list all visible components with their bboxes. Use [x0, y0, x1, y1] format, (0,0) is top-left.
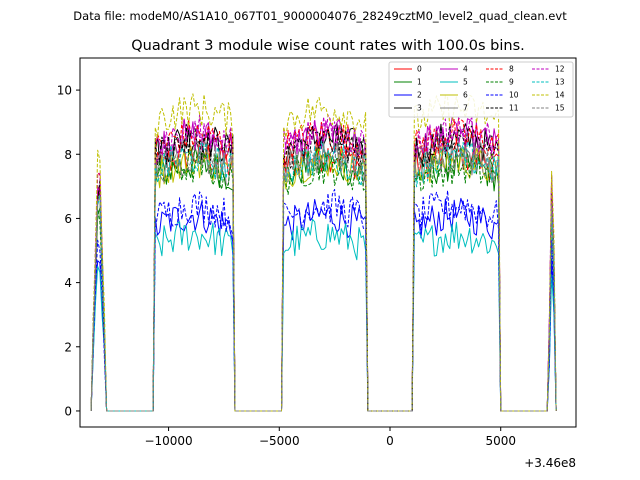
legend-label-11: 11 [509, 104, 519, 113]
legend-label-15: 15 [555, 104, 565, 113]
plot-lines [90, 93, 557, 412]
series-line-15 [90, 139, 557, 412]
x-tick-label: −10000 [144, 434, 192, 448]
y-tick-label: 10 [57, 84, 72, 98]
legend-label-3: 3 [417, 104, 422, 113]
series-line-14 [90, 93, 557, 412]
legend-label-1: 1 [417, 78, 422, 87]
y-tick-label: 0 [64, 404, 72, 418]
legend-label-7: 7 [463, 104, 468, 113]
legend-label-2: 2 [417, 91, 422, 100]
legend-label-4: 4 [463, 65, 468, 74]
series-line-13 [90, 140, 557, 412]
legend-label-13: 13 [555, 78, 565, 87]
legend-label-9: 9 [509, 78, 514, 87]
y-tick-label: 4 [64, 276, 72, 290]
legend-label-8: 8 [509, 65, 514, 74]
x-tick-label: −5000 [259, 434, 300, 448]
legend-label-14: 14 [555, 91, 565, 100]
y-tick-label: 6 [64, 212, 72, 226]
legend-label-10: 10 [509, 91, 519, 100]
x-tick-label: 0 [386, 434, 394, 448]
y-axis: 0 2 4 6 8 10 [57, 84, 80, 418]
plot-frame [79, 57, 577, 428]
legend-label-12: 12 [555, 65, 565, 74]
chart-title: Quadrant 3 module wise count rates with … [131, 38, 525, 54]
series-line-5 [90, 218, 557, 412]
x-tick-label: 5000 [485, 434, 516, 448]
y-tick-label: 8 [64, 148, 72, 162]
y-tick-label: 2 [64, 340, 72, 354]
series-line-11 [90, 123, 557, 412]
legend-label-5: 5 [463, 78, 468, 87]
legend-label-0: 0 [417, 65, 422, 74]
x-offset-label: +3.46e8 [524, 456, 576, 470]
legend-label-6: 6 [463, 91, 468, 100]
legend-box [388, 61, 574, 118]
x-axis: −10000 −5000 0 5000 [144, 427, 516, 448]
series-line-6 [90, 145, 557, 412]
chart-suptitle: Data file: modeM0/AS1A10_067T01_90000040… [73, 9, 567, 23]
